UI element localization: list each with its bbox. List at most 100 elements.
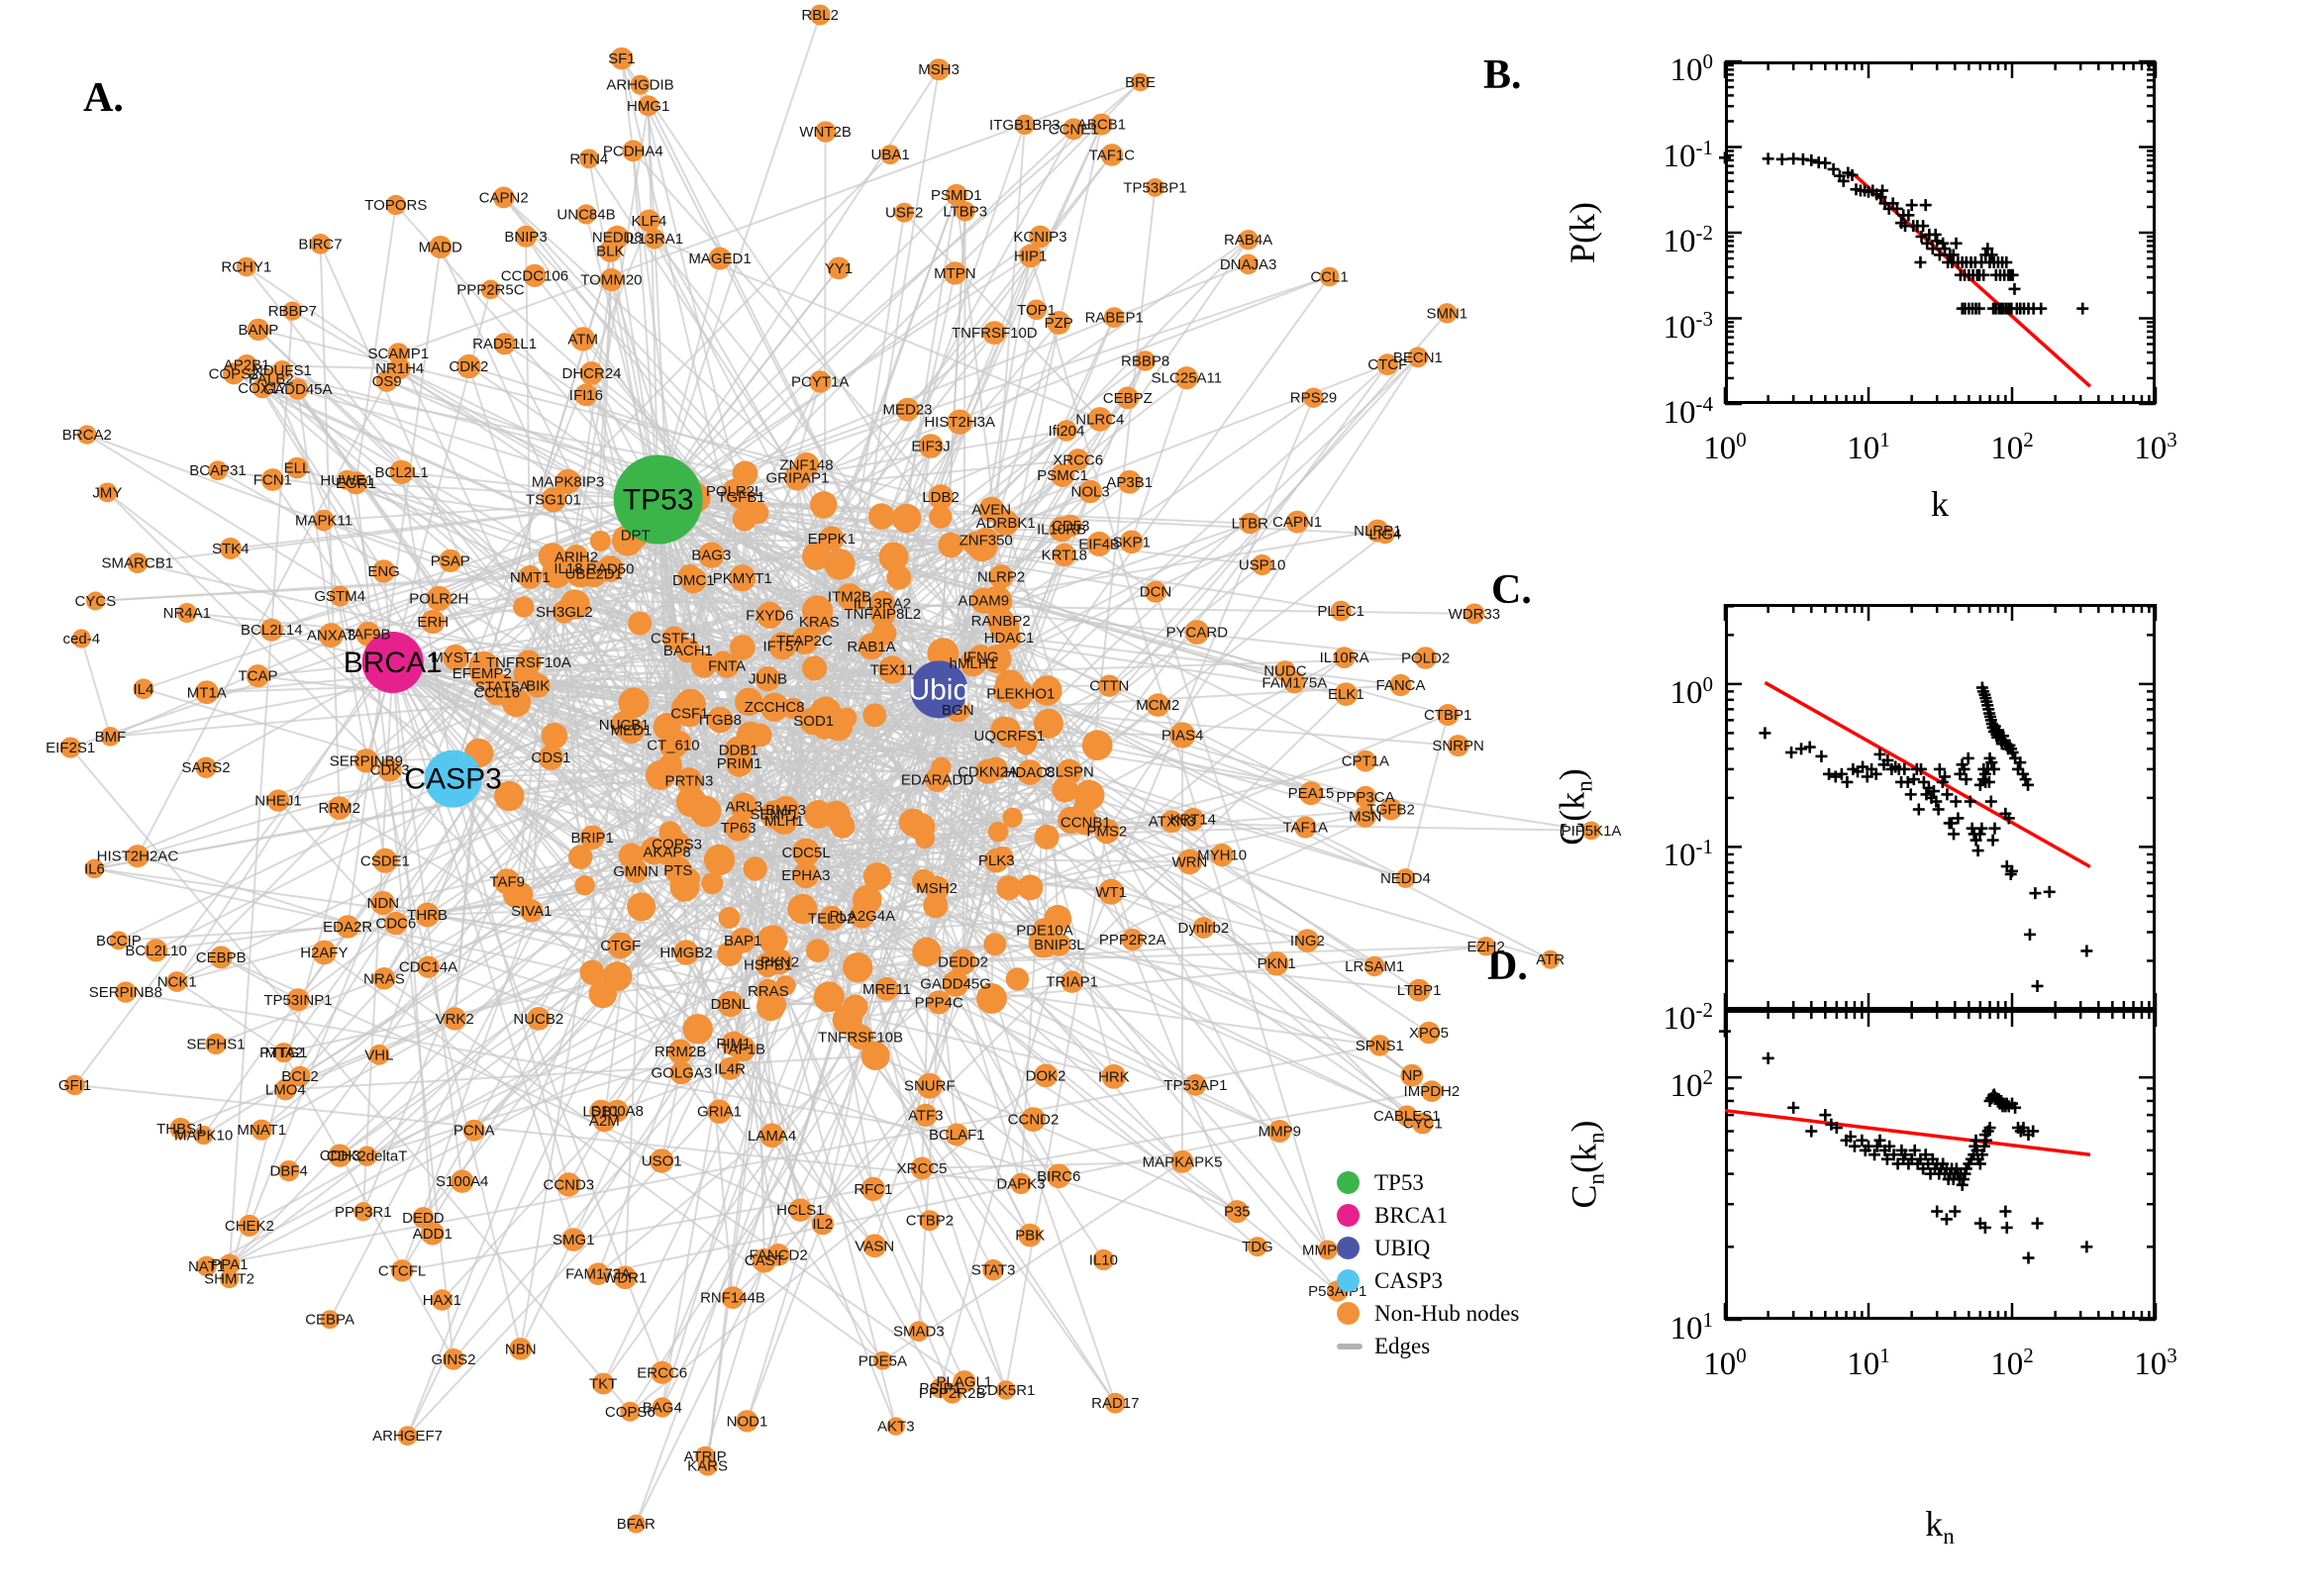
y-tick-label: 10-2: [1663, 998, 1714, 1037]
y-tick-label: 10-4: [1663, 392, 1714, 431]
legend-item-label: UBIQ: [1374, 1235, 1431, 1260]
network-node: [981, 585, 1013, 617]
network-node: [1252, 553, 1273, 576]
node-label: KRT14: [1170, 812, 1216, 829]
node-label: UQCRFS1: [974, 728, 1046, 745]
network-node: [84, 858, 105, 879]
network-node: [644, 228, 665, 249]
network-node: [811, 1213, 834, 1236]
node-label: SNRPN: [1432, 738, 1484, 754]
node-label: ENG: [367, 563, 400, 580]
network-node: [983, 756, 1008, 781]
node-label: PPP2R5C: [456, 281, 525, 298]
node-label: RBL2: [801, 7, 839, 24]
network-node: [790, 627, 819, 654]
node-label: CTBP1: [1424, 707, 1471, 724]
node-label: HUWE1: [320, 472, 373, 489]
node-label: CDS1: [531, 749, 570, 766]
network-node: [749, 723, 772, 748]
node-label: CCL1: [1310, 269, 1348, 286]
network-node: [759, 800, 789, 830]
network-node: [1421, 1080, 1443, 1102]
legend-edge-swatch: [1337, 1343, 1363, 1349]
network-node: [100, 727, 121, 747]
node-label: IMPDH2: [1404, 1083, 1461, 1100]
network-node: [651, 1360, 674, 1384]
network-node: [236, 256, 256, 277]
node-label: RAD17: [1091, 1395, 1139, 1412]
node-label: EIF2S1: [46, 740, 95, 756]
network-node: [869, 590, 895, 617]
node-label: TELO2: [808, 910, 856, 927]
network-node-labels: MCM2 USF2 CDC6 COPS2 COPS3 COPS6 BCCIP CCNB1 CDK…: [46, 7, 1621, 1533]
network-node: [862, 1234, 887, 1258]
network-node: [320, 1310, 340, 1330]
network-node: [397, 1426, 418, 1446]
network-node: [743, 856, 767, 881]
node-label: RCHY1: [221, 259, 271, 276]
y-tick-label: 101: [1669, 1308, 1714, 1347]
network-node: [390, 1259, 414, 1282]
node-label: SIVA1: [511, 903, 552, 920]
network-node: [650, 1148, 674, 1173]
node-label: GRIPAP1: [765, 470, 829, 487]
legend-color-dot: [1337, 1171, 1360, 1194]
node-label: COPS6: [605, 1404, 656, 1421]
node-label: FNTA: [708, 657, 746, 674]
node-label: ITGB1BP3: [989, 117, 1060, 134]
network-node: [236, 354, 257, 376]
plot-frame: [1725, 1010, 2156, 1320]
network-node: [1365, 519, 1389, 543]
node-label: ARHGDIB: [606, 77, 673, 94]
node-label: PKMYT1: [713, 570, 772, 587]
node-label: SF1: [608, 50, 636, 67]
node-label: BAG3: [691, 548, 731, 564]
node-label: SKP1: [1113, 534, 1151, 550]
node-label: USP10: [1239, 557, 1286, 574]
network-node: [669, 1060, 693, 1085]
network-node: [195, 756, 217, 778]
legend-item-0: TP53: [1337, 1166, 1519, 1199]
node-label: FANCD2: [750, 1247, 808, 1263]
network-node: [787, 893, 818, 925]
network-node: [613, 1265, 638, 1290]
node-label: TKT: [589, 1376, 617, 1393]
node-label: USO1: [642, 1153, 682, 1170]
network-node: [429, 236, 453, 258]
node-label: PBK: [1015, 1228, 1045, 1245]
node-label: NDN: [367, 895, 400, 912]
node-label: hMLH1: [950, 655, 997, 672]
network-node: [1103, 307, 1125, 328]
network-node: [1184, 620, 1210, 645]
network-node: [916, 1072, 943, 1099]
network-node: [289, 1065, 311, 1087]
network-node: [599, 268, 624, 292]
node-label: TDG: [1242, 1239, 1273, 1255]
node-label: MMP9: [1259, 1124, 1301, 1141]
node-label: PPP4C: [915, 994, 963, 1011]
node-label: TSG101: [526, 492, 581, 509]
node-label: MT1A: [187, 684, 227, 701]
node-label: TAF1B: [721, 1041, 766, 1057]
network-node: [1032, 675, 1062, 706]
node-label: USF2: [885, 205, 923, 222]
network-node: [950, 948, 976, 975]
y-tick-label: 100: [1669, 50, 1714, 88]
node-label: RABEP1: [1085, 310, 1144, 327]
node-label: CEBPZ: [1103, 390, 1153, 407]
network-node: [788, 1198, 812, 1222]
network-node: [313, 509, 335, 532]
node-label: BAP1: [724, 933, 761, 949]
network-node: [1146, 693, 1170, 717]
network-node: [938, 532, 964, 558]
panel-label-a: A.: [83, 75, 124, 121]
hub-node-ubiq: [910, 660, 968, 719]
y-tick-label: 10-1: [1663, 835, 1714, 874]
node-label: BLK: [596, 244, 624, 260]
node-label: CDKN2A: [958, 763, 1018, 780]
network-node: [640, 837, 668, 865]
network-node: [658, 752, 682, 777]
node-label: MSN: [1349, 809, 1381, 826]
node-label: IL10: [1089, 1251, 1118, 1268]
network-node: [677, 564, 702, 589]
